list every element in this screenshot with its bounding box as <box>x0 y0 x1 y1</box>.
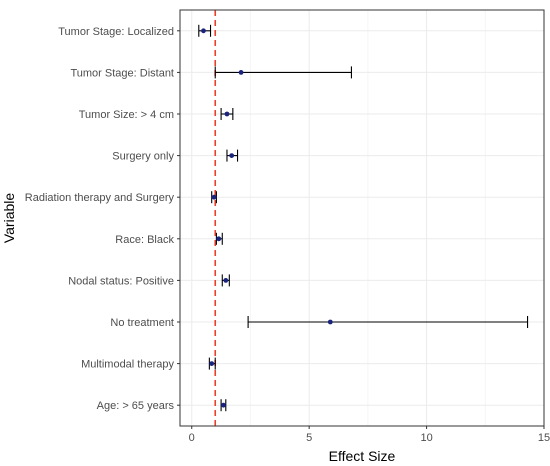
row-mark <box>247 316 529 328</box>
row-mark <box>211 191 217 204</box>
grid <box>180 10 545 426</box>
estimate-point <box>224 111 230 117</box>
x-tick-label: 0 <box>189 432 195 444</box>
data-marks <box>198 24 529 412</box>
row-mark <box>198 24 212 37</box>
estimate-point <box>209 361 215 366</box>
y-tick-label: Multimodal therapy <box>81 359 174 371</box>
estimate-point <box>221 402 226 408</box>
x-tick-label: 15 <box>538 432 550 444</box>
y-tick-label: Nodal status: Positive <box>68 275 174 287</box>
y-tick-label: Tumor Stage: Localized <box>58 26 174 38</box>
y-tick-label: Radiation therapy and Surgery <box>25 192 175 204</box>
y-tick-labels: Tumor Stage: Localized Tumor Stage: Dista… <box>25 26 180 412</box>
y-tick-label: Surgery only <box>112 151 174 163</box>
x-tick-label: 5 <box>306 432 312 444</box>
estimate-point <box>238 70 244 75</box>
y-tick-label: Tumor Stage: Distant <box>70 67 174 79</box>
y-tick-label: Tumor Size: > 4 cm <box>79 109 174 121</box>
x-tick-labels: 0 5 10 15 <box>189 426 550 444</box>
x-axis-title: Effect Size <box>329 448 396 464</box>
row-mark <box>220 108 234 120</box>
row-mark <box>226 149 239 162</box>
y-tick-label: Age: > 65 years <box>97 400 175 412</box>
y-axis-title: Variable <box>1 193 17 244</box>
estimate-point <box>327 319 333 325</box>
row-mark <box>221 274 230 287</box>
estimate-point <box>223 278 229 283</box>
y-tick-label: No treatment <box>110 317 174 329</box>
estimate-point <box>201 28 206 34</box>
estimate-point <box>229 153 235 159</box>
row-mark <box>214 66 352 79</box>
estimate-point <box>216 236 222 242</box>
x-tick-label: 10 <box>420 432 432 444</box>
y-tick-label: Race: Black <box>115 234 174 246</box>
panel-border <box>179 9 545 427</box>
row-mark <box>215 232 223 245</box>
row-mark <box>220 399 227 412</box>
row-mark <box>208 357 216 370</box>
estimate-point <box>211 194 217 200</box>
